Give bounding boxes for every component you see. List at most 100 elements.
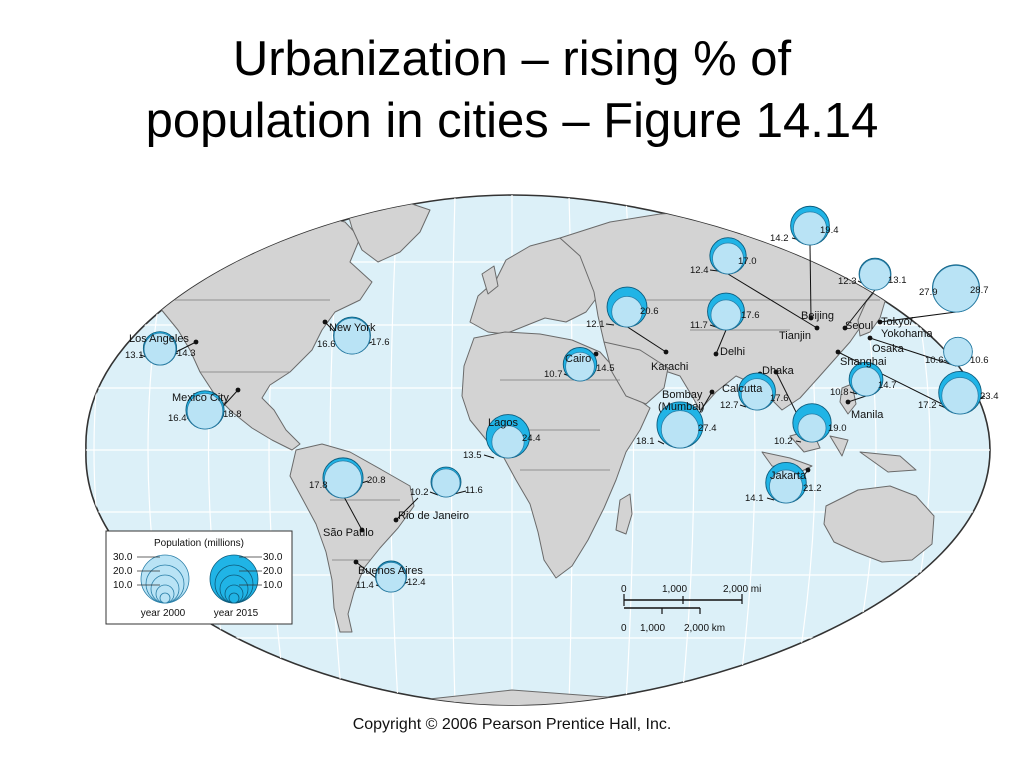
label-tokyo-line1: Tokyo/ xyxy=(881,316,914,328)
scale-km-0: 0 xyxy=(621,623,627,634)
value-la-2000: 13.1 xyxy=(125,350,144,361)
legend-ticks xyxy=(137,556,262,586)
circle-2000-osaka xyxy=(943,336,973,367)
value-rio-2000: 10.2 xyxy=(410,487,429,498)
label-osaka: Osaka xyxy=(872,343,905,355)
value-ny-2015: 17.6 xyxy=(371,337,390,348)
value-bombay-2015: 27.4 xyxy=(698,423,717,434)
value-delhi-2000: 11.7 xyxy=(690,320,708,331)
label-seoul: Seoul xyxy=(845,320,873,332)
legend-circles-2000 xyxy=(140,554,190,604)
british-isles xyxy=(481,265,499,295)
circle-2000-karachi xyxy=(611,295,643,328)
value-jakarta-2000: 14.1 xyxy=(745,493,764,504)
circle-2000-seoul xyxy=(859,258,891,291)
new-zealand xyxy=(959,555,979,589)
value-jakarta-2015: 21.2 xyxy=(803,483,822,494)
value-karachi-2000: 12.1 xyxy=(586,319,605,330)
circle-2000-dhaka xyxy=(797,413,827,443)
value-tokyo-2015: 28.7 xyxy=(970,285,989,296)
value-mexico-2000: 16.4 xyxy=(168,413,187,424)
circle-2000-manila xyxy=(851,366,881,397)
label-tokyo: Tokyo/ Yokohama xyxy=(881,316,933,340)
circle-2000-calcutta xyxy=(740,378,774,411)
value-ny-2000: 16.6 xyxy=(317,339,336,350)
label-calcutta: Calcutta xyxy=(722,383,763,395)
value-lagos-2015: 24.4 xyxy=(522,433,541,444)
value-lagos-2000: 13.5 xyxy=(463,450,482,461)
scale-mi-2000: 2,000 mi xyxy=(723,584,761,595)
legend-label-2015: year 2015 xyxy=(214,608,259,619)
value-shanghai-2015: 23.4 xyxy=(980,391,999,402)
legend-box xyxy=(105,530,293,625)
value-beijing-2015: 19.4 xyxy=(820,225,839,236)
value-manila-2000: 10.8 xyxy=(830,387,849,398)
legend-title: Population (millions) xyxy=(154,538,244,549)
label-delhi: Delhi xyxy=(720,346,745,358)
label-los-angeles: Los Angeles xyxy=(129,333,189,345)
label-new-york: New York xyxy=(329,322,376,334)
legend-right-20: 20.0 xyxy=(263,566,283,577)
label-tianjin: Tianjin xyxy=(779,330,811,342)
label-bombay-line2: (Mumbai) xyxy=(658,401,704,413)
value-rio-2015: 11.6 xyxy=(465,485,483,496)
madagascar xyxy=(615,493,633,535)
label-beijing: Beijing xyxy=(801,310,834,322)
legend-circles-2015 xyxy=(209,554,259,604)
circle-2000-tokyo-yokohama xyxy=(932,265,980,313)
legend-left-20: 20.0 xyxy=(113,566,133,577)
value-delhi-2015: 17.6 xyxy=(741,310,760,321)
value-calcutta-2015: 17.6 xyxy=(770,393,789,404)
circle-2000-lagos xyxy=(491,425,525,459)
circle-2000-shanghai xyxy=(941,377,979,415)
legend-right-30: 30.0 xyxy=(263,552,283,563)
circle-2000-cairo xyxy=(565,351,595,382)
label-manila: Manila xyxy=(851,409,884,421)
value-osaka-2015: 10.6 xyxy=(970,355,989,366)
label-rio-de-janeiro: Rio de Janeiro xyxy=(398,510,469,522)
label-tokyo-line2: Yokohama xyxy=(881,328,933,340)
circle-2000-mexico-city xyxy=(186,392,224,430)
city-labels: Los Angeles New York Mexico City São Pau… xyxy=(129,310,933,577)
title-line-1: Urbanization – rising % of xyxy=(232,32,792,86)
label-dhaka: Dhaka xyxy=(762,365,795,377)
value-cairo-2000: 10.7 xyxy=(544,369,563,380)
label-mexico-city: Mexico City xyxy=(172,392,229,404)
label-jakarta: Jakarta xyxy=(770,470,807,482)
scale-bar: 0 1,000 2,000 mi 0 1,000 2,000 km xyxy=(621,584,761,634)
legend-right-10: 10.0 xyxy=(263,580,283,591)
value-la-2015: 14.3 xyxy=(177,348,196,359)
slide-title: Urbanization – rising % of population in… xyxy=(0,28,1024,152)
value-shanghai-2000: 17.2 xyxy=(918,400,937,411)
circle-2000-delhi xyxy=(710,299,742,331)
value-tianjin-2015: 17.0 xyxy=(738,256,757,267)
circle-2000-rio-de-janeiro xyxy=(431,468,461,498)
copyright-notice: Copyright © 2006 Pearson Prentice Hall, … xyxy=(352,716,672,733)
circle-2000-tianjin xyxy=(712,242,744,275)
circle-2000-los-angeles xyxy=(143,332,177,366)
circle-2000-jakarta xyxy=(769,469,803,504)
city-values: 13.1 14.3 16.6 17.6 16.4 18.8 17.8 20.8 … xyxy=(125,225,999,591)
value-saopaulo-2000: 17.8 xyxy=(309,480,328,491)
south-america xyxy=(289,443,415,633)
label-bombay-line1: Bombay xyxy=(662,389,703,401)
city-dots xyxy=(193,315,883,565)
scale-mi-1000: 1,000 xyxy=(662,584,687,595)
arabian-peninsula xyxy=(603,341,669,405)
scale-km-1000: 1,000 xyxy=(640,623,665,634)
value-karachi-2015: 20.6 xyxy=(640,306,659,317)
australia xyxy=(823,485,935,563)
value-beijing-2000: 14.2 xyxy=(770,233,789,244)
label-bombay: Bombay (Mumbai) xyxy=(658,389,705,413)
legend-left-30: 30.0 xyxy=(113,552,133,563)
circle-2000-buenos-aires xyxy=(375,561,407,593)
label-lagos: Lagos xyxy=(488,417,518,429)
value-seoul-2015: 13.1 xyxy=(888,275,907,286)
value-cairo-2015: 14.5 xyxy=(596,363,615,374)
label-shanghai: Shanghai xyxy=(840,356,887,368)
legend-label-2000: year 2000 xyxy=(141,608,186,619)
value-tokyo-2000: 27.9 xyxy=(919,287,938,298)
value-mexico-2015: 18.8 xyxy=(223,409,242,420)
value-saopaulo-2015: 20.8 xyxy=(367,475,386,486)
